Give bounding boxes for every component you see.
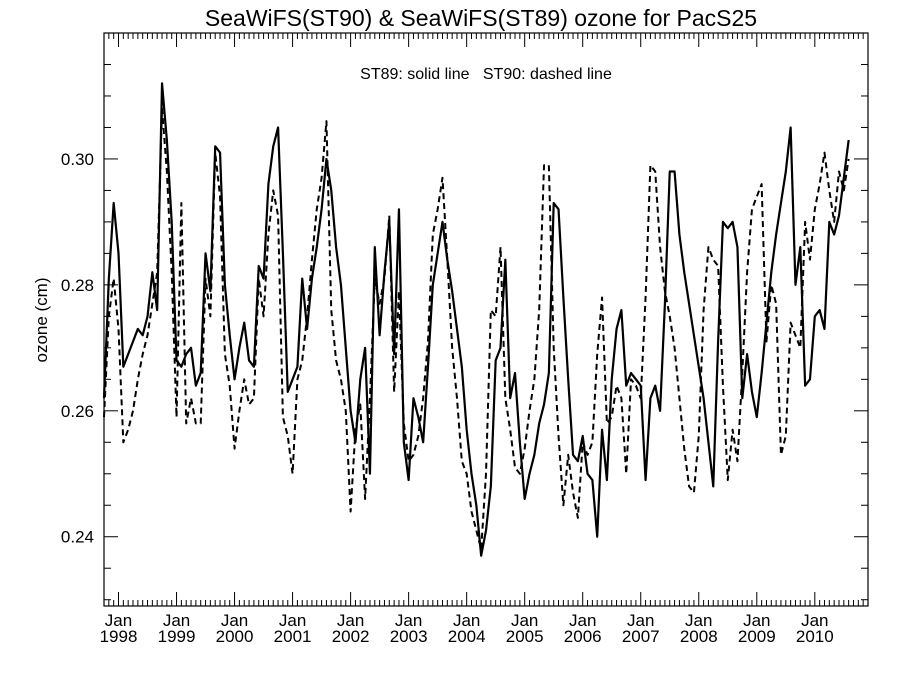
series-line-st89 <box>102 82 850 557</box>
x-tick-label-year: 2007 <box>622 627 660 646</box>
y-tick-label: 0.30 <box>61 150 94 169</box>
x-tick-label-month: Jan <box>279 611 306 630</box>
x-tick-label-month: Jan <box>685 611 712 630</box>
x-tick-label-year: 2009 <box>738 627 776 646</box>
x-tick-label-year: 2000 <box>216 627 254 646</box>
x-tick-label-year: 2008 <box>680 627 718 646</box>
x-tick-label-month: Jan <box>395 611 422 630</box>
series-layer <box>102 82 850 557</box>
chart-title: SeaWiFS(ST90) & SeaWiFS(ST89) ozone for … <box>205 5 757 31</box>
series-line-st90 <box>103 107 850 551</box>
plot-frame <box>103 32 869 607</box>
x-tick-label-year: 2005 <box>506 627 544 646</box>
x-tick-label-month: Jan <box>569 611 596 630</box>
x-tick-label-year: 2006 <box>564 627 602 646</box>
x-tick-label-month: Jan <box>801 611 828 630</box>
axis-tick-labels: 0.240.260.280.30Jan1998Jan1999Jan2000Jan… <box>61 150 834 646</box>
y-tick-label: 0.24 <box>61 528 94 547</box>
x-tick-label-month: Jan <box>163 611 190 630</box>
x-tick-label-year: 2004 <box>448 627 486 646</box>
x-tick-label-year: 2003 <box>390 627 428 646</box>
axis-ticks <box>103 32 869 606</box>
x-tick-label-month: Jan <box>627 611 654 630</box>
x-tick-label-year: 2010 <box>796 627 834 646</box>
x-tick-label-year: 1998 <box>100 627 138 646</box>
x-tick-label-year: 2001 <box>274 627 312 646</box>
x-tick-label-month: Jan <box>453 611 480 630</box>
x-tick-label-month: Jan <box>105 611 132 630</box>
x-tick-label-month: Jan <box>743 611 770 630</box>
y-tick-label: 0.28 <box>61 276 94 295</box>
x-tick-label-year: 1999 <box>158 627 196 646</box>
y-tick-label: 0.26 <box>61 402 94 421</box>
x-tick-label-year: 2002 <box>332 627 370 646</box>
x-tick-label-month: Jan <box>511 611 538 630</box>
x-tick-label-month: Jan <box>337 611 364 630</box>
y-axis-label: ozone (cm) <box>32 277 51 362</box>
x-tick-label-month: Jan <box>221 611 248 630</box>
legend-annotation: ST89: solid line ST90: dashed line <box>360 66 612 83</box>
